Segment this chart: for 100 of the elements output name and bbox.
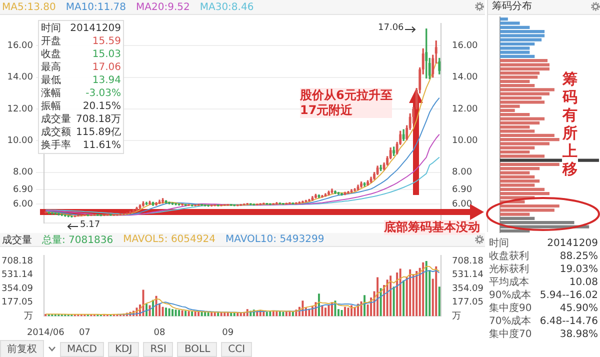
y-tick-label: 8.00	[12, 168, 34, 178]
bar	[500, 204, 560, 208]
annotation: 成交额	[41, 126, 71, 139]
y-tick-label: 177.05	[2, 298, 33, 308]
text: 45.90%	[560, 302, 598, 315]
y2-tick-label: 12.00	[452, 104, 478, 114]
annotation: 20.15%	[82, 100, 121, 113]
text: BOLL	[177, 342, 218, 356]
annotation: 20141209	[70, 22, 121, 35]
text: RSI	[143, 342, 174, 356]
text: 平均成本	[489, 276, 529, 289]
bar	[500, 38, 542, 42]
text: 5.94--16.02	[540, 289, 598, 302]
y2-tick-label: 16.00	[452, 40, 478, 51]
y2-tick-label: 354.09	[452, 284, 484, 294]
text: 前复权	[0, 340, 44, 357]
annotation: 13.94	[92, 74, 121, 87]
annotation: 17.06	[378, 23, 404, 34]
annotation: 收盘	[41, 48, 61, 61]
text: 收盘获利	[489, 250, 529, 263]
text: MA30:8.46	[200, 2, 254, 12]
bar	[500, 180, 540, 183]
x-tick-label: 2014/06	[26, 328, 65, 338]
bar	[500, 30, 545, 34]
annotation: 时间	[41, 22, 61, 35]
y2-tick-label: 万	[452, 312, 461, 322]
y2-tick-label: 708.18	[452, 256, 484, 266]
bar	[500, 59, 548, 62]
annotation: 11.61%	[82, 139, 121, 152]
y-tick-label: 16.00	[7, 40, 34, 51]
y2-tick-label: 6.00	[452, 199, 472, 210]
text: MA10:11.78	[66, 2, 126, 12]
text: 20141209	[547, 237, 598, 250]
annotation: 最高	[41, 61, 61, 74]
y2-tick-label: 14.00	[452, 72, 478, 83]
x-tick-label: 09	[222, 328, 234, 338]
y-tick-label: 10.00	[7, 136, 34, 146]
bar	[500, 162, 560, 166]
text: MA5:13.80	[2, 2, 56, 12]
annotation: 17.06	[92, 61, 121, 74]
bar	[500, 138, 560, 142]
text: 总量: 7081836	[42, 234, 114, 246]
chart-title: 成交量	[2, 234, 32, 246]
annotation: 5.17	[80, 220, 100, 231]
bar	[500, 192, 550, 196]
annotation: 708.18万	[76, 113, 121, 126]
y-tick-label: 354.09	[2, 284, 34, 294]
text: 集中度70	[489, 328, 532, 341]
annotation: -3.03%	[86, 87, 121, 100]
text: 90%成本	[489, 289, 532, 302]
annotation: 股价从6元拉升至 17元附近	[300, 88, 392, 118]
y-tick-label: 531.14	[2, 270, 34, 280]
text: 集中度90	[489, 302, 532, 315]
text: 光标获利	[489, 263, 529, 276]
y-tick-label: 6.90	[12, 185, 34, 196]
y2-tick-label: 531.14	[452, 270, 484, 280]
bar	[500, 76, 538, 79]
bar	[500, 117, 545, 120]
chart-title: 筹码分布	[488, 0, 600, 14]
y2-tick-label: 177.05	[452, 298, 484, 308]
annotation: 115.89亿	[76, 126, 121, 139]
text: 6.48--14.76	[540, 315, 598, 328]
text: 70%成本	[489, 315, 532, 328]
annotation: 涨幅	[41, 87, 61, 100]
y-tick-label: 6.00	[12, 199, 34, 210]
y-tick-label: 708.18	[2, 256, 34, 266]
text: 38.98%	[560, 328, 598, 341]
x-tick-label: 08	[154, 328, 166, 338]
x-tick-label: 07	[78, 328, 90, 338]
annotation: 15.03	[92, 48, 121, 61]
y2-tick-label: 10.00	[452, 136, 478, 146]
text: 时间	[489, 237, 509, 250]
bar	[500, 67, 550, 70]
bar	[500, 34, 545, 38]
bar	[500, 54, 535, 58]
text: MAVOL10: 5493299	[225, 234, 324, 245]
annotation: 换手率	[41, 139, 71, 152]
annotation: 底部筹码基本没动	[384, 220, 480, 235]
bar	[500, 88, 554, 92]
y-tick-label: 14.00	[7, 72, 34, 83]
y2-tick-label: 8.00	[452, 168, 472, 178]
annotation: 15.59	[92, 35, 121, 48]
text: MA20:9.52	[136, 2, 190, 12]
text: 88.25%	[560, 250, 598, 263]
text: 10.08	[569, 276, 598, 289]
bar	[500, 100, 545, 104]
annotation: 振幅	[41, 100, 61, 113]
y-tick-label: 万	[24, 312, 33, 322]
text: MAVOL5: 6054924	[123, 234, 216, 245]
annotation: 成交量	[41, 113, 71, 126]
text: 19.03%	[560, 263, 598, 276]
text: MACD	[60, 342, 104, 356]
y2-tick-label: 6.90	[452, 185, 472, 196]
text: CCI	[221, 342, 252, 356]
annotation: 筹码有所上移	[562, 70, 578, 178]
y-tick-label: 12.00	[7, 104, 34, 114]
bar	[500, 63, 550, 66]
annotation: 开盘	[41, 35, 61, 48]
text: KDJ	[108, 342, 140, 356]
annotation: 最低	[41, 74, 61, 87]
